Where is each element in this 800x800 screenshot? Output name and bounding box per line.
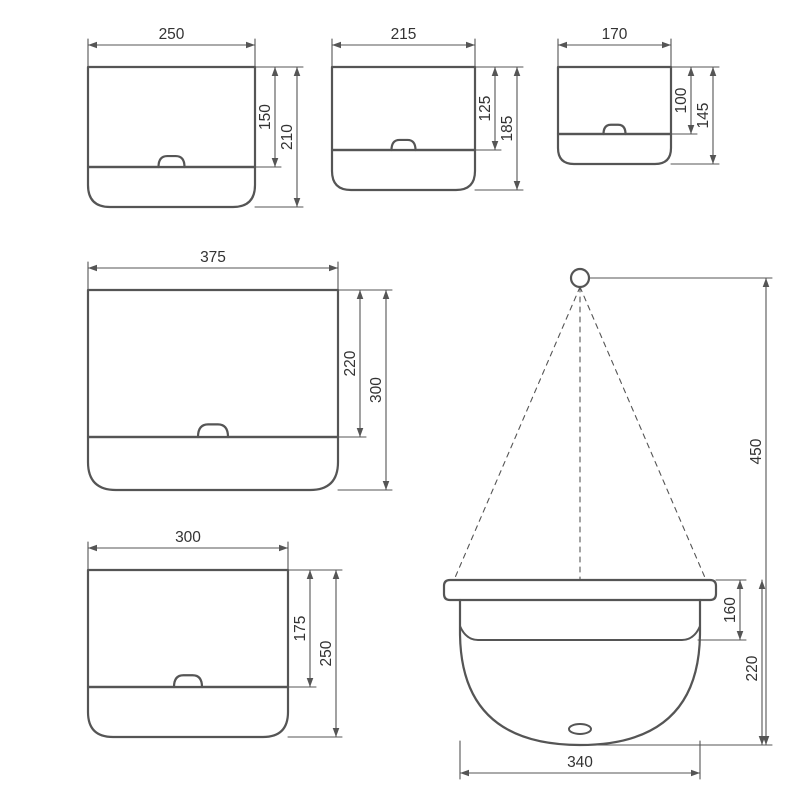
dim-100: 100 — [673, 87, 690, 113]
dim-250: 250 — [159, 26, 185, 43]
dim-150: 150 — [257, 104, 274, 130]
dim-375: 375 — [200, 249, 226, 266]
dim-145: 145 — [695, 103, 712, 129]
dim-220: 220 — [744, 655, 761, 681]
dim-300: 300 — [368, 377, 385, 403]
dim-170: 170 — [602, 26, 628, 43]
dim-215: 215 — [391, 26, 417, 43]
dim-160: 160 — [722, 597, 739, 623]
dim-185: 185 — [499, 116, 516, 142]
dim-175: 175 — [292, 616, 309, 642]
dim-450: 450 — [748, 438, 765, 464]
dim-210: 210 — [279, 124, 296, 150]
dim-125: 125 — [477, 96, 494, 122]
dim-340: 340 — [567, 754, 593, 771]
dim-300: 300 — [175, 529, 201, 546]
dim-220: 220 — [342, 350, 359, 376]
dim-250: 250 — [318, 640, 335, 666]
dimension-diagram: 250 150 210 215 125 185 170 100 145 375 220 300 300 1… — [0, 0, 800, 800]
